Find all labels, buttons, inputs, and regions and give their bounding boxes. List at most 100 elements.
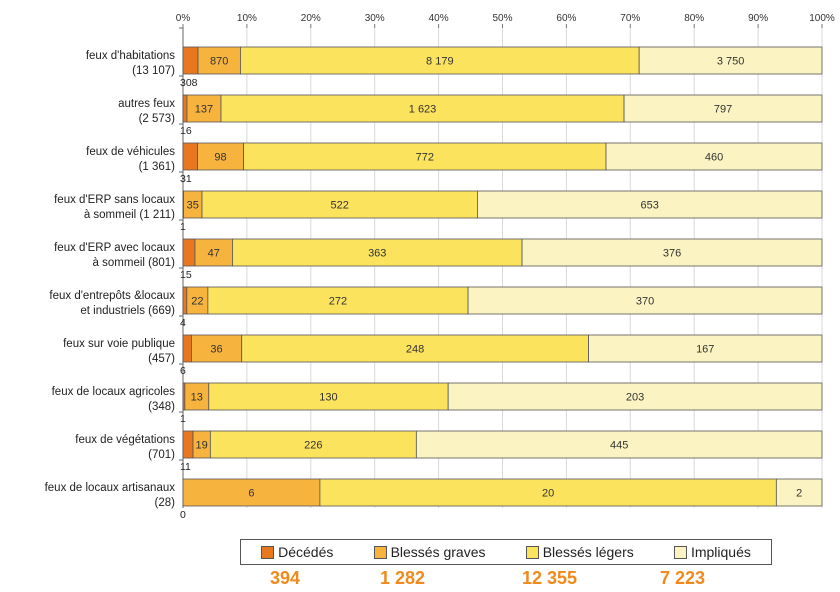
legend-item-blesses-graves: Blessés graves — [373, 544, 486, 560]
category-label: feux d'habitations — [86, 50, 175, 62]
legend-label-deces: Décédés — [278, 544, 334, 560]
data-label-blesses-graves: 6 — [248, 488, 254, 500]
bar-segment-deces — [182, 94, 188, 123]
category-label: (701) — [148, 449, 175, 461]
bar-segment-blesses-legers — [240, 46, 640, 75]
bar-segment-blesses-graves — [197, 46, 241, 75]
bar-segment-impliques — [415, 430, 823, 459]
category-label: et industriels (669) — [80, 305, 175, 317]
category-label: (2 573) — [139, 113, 176, 125]
legend-label-blesses-graves: Blessés graves — [390, 544, 486, 560]
data-label-blesses-graves: 98 — [214, 152, 226, 164]
category-label: (28) — [155, 497, 176, 509]
total-blesses-legers: 12 355 — [522, 568, 578, 588]
bar-segment-deces — [182, 334, 192, 363]
data-label-blesses-graves: 137 — [195, 104, 213, 116]
data-label-deces: 16 — [180, 125, 192, 137]
bar-segment-deces — [182, 286, 188, 315]
category-label: autres feux — [118, 98, 175, 110]
bar-segment-impliques — [775, 478, 823, 507]
bar-segment-impliques — [521, 238, 823, 267]
data-label-deces: 15 — [180, 269, 192, 281]
data-label-impliques: 167 — [696, 344, 714, 356]
category-label: feux de véhicules — [86, 146, 175, 158]
category-label: feux d'ERP avec locaux — [54, 242, 175, 254]
data-label-blesses-graves: 870 — [210, 56, 228, 68]
x-tick-label: 0% — [176, 13, 191, 24]
legend-item-deces: Décédés — [261, 544, 333, 560]
bar-segment-blesses-graves — [194, 238, 233, 267]
legend-swatch-deces — [261, 545, 275, 559]
legend-swatch-impliques — [673, 545, 687, 559]
bar-segment-blesses-legers — [243, 142, 607, 171]
bar-segment-impliques — [623, 94, 823, 123]
x-tick-label: 50% — [492, 13, 512, 24]
bar-segment-blesses-graves — [190, 334, 243, 363]
bar-segment-impliques — [467, 286, 823, 315]
legend-label-impliques: Impliqués — [690, 544, 751, 560]
data-label-blesses-graves: 35 — [187, 200, 199, 212]
category-label: feux de locaux agricoles — [52, 386, 176, 398]
bar-segment-blesses-graves — [182, 478, 321, 507]
data-label-deces: 308 — [180, 77, 198, 89]
bar-segment-impliques — [447, 382, 823, 411]
data-label-blesses-legers: 130 — [319, 392, 337, 404]
data-label-impliques: 460 — [705, 152, 723, 164]
data-label-blesses-legers: 272 — [329, 296, 347, 308]
bar-segment-impliques — [638, 46, 823, 75]
legend-swatch-blesses-graves — [373, 545, 387, 559]
total-deces: 394 — [270, 568, 301, 588]
data-label-blesses-graves: 19 — [196, 440, 208, 452]
category-label: à sommeil (801) — [93, 257, 176, 269]
legend-swatch-blesses-legers — [525, 545, 539, 559]
bar-segment-impliques — [588, 334, 823, 363]
bar-segment-blesses-legers — [319, 478, 777, 507]
bar-segment-deces — [182, 238, 196, 267]
totals-row: 394 1 282 12 355 7 223 — [240, 568, 772, 590]
category-label: feux de végétations — [75, 434, 175, 446]
x-tick-label: 60% — [556, 13, 576, 24]
legend-item-blesses-legers: Blessés légers — [525, 544, 634, 560]
bar-segment-blesses-graves — [186, 94, 222, 123]
data-label-deces: 4 — [180, 317, 186, 329]
category-label: (13 107) — [132, 65, 175, 77]
category-label: feux sur voie publique — [63, 338, 175, 350]
data-label-blesses-graves: 13 — [191, 392, 203, 404]
bar-segment-deces — [182, 46, 199, 75]
total-impliques: 7 223 — [660, 568, 706, 588]
category-label: feux de locaux artisanaux — [45, 482, 176, 494]
category-label: (1 361) — [139, 161, 176, 173]
data-label-impliques: 376 — [663, 248, 681, 260]
category-label: (348) — [148, 401, 175, 413]
category-label: à sommeil (1 211) — [84, 209, 175, 221]
bar-segment-blesses-legers — [207, 286, 469, 315]
data-label-blesses-legers: 363 — [368, 248, 386, 260]
chart-legend: Décédés Blessés graves Blessés légers Im… — [240, 539, 772, 565]
bar-segment-blesses-legers — [209, 430, 417, 459]
data-label-blesses-legers: 772 — [416, 152, 434, 164]
data-label-blesses-legers: 226 — [304, 440, 322, 452]
data-label-deces: 11 — [180, 461, 191, 473]
data-label-blesses-graves: 36 — [210, 344, 222, 356]
x-tick-label: 80% — [684, 13, 704, 24]
bar-segment-blesses-legers — [232, 238, 523, 267]
x-tick-label: 30% — [365, 13, 385, 24]
x-tick-label: 100% — [809, 13, 835, 24]
data-label-deces: 6 — [180, 365, 186, 377]
bar-segment-blesses-legers — [201, 190, 478, 219]
legend-label-blesses-legers: Blessés légers — [542, 544, 634, 560]
data-label-impliques: 653 — [641, 200, 659, 212]
data-label-impliques: 445 — [610, 440, 628, 452]
data-label-blesses-graves: 22 — [191, 296, 203, 308]
data-label-blesses-legers: 1 623 — [409, 104, 437, 116]
data-label-blesses-legers: 522 — [331, 200, 349, 212]
x-tick-label: 40% — [429, 13, 449, 24]
category-label: feux d'ERP sans locaux — [54, 194, 175, 206]
x-tick-label: 70% — [620, 13, 640, 24]
x-tick-label: 10% — [237, 13, 257, 24]
data-label-impliques: 370 — [636, 296, 654, 308]
bar-segment-blesses-legers — [241, 334, 589, 363]
data-label-deces: 1 — [180, 413, 186, 425]
data-label-deces: 0 — [180, 509, 186, 521]
data-label-deces: 31 — [180, 173, 192, 185]
